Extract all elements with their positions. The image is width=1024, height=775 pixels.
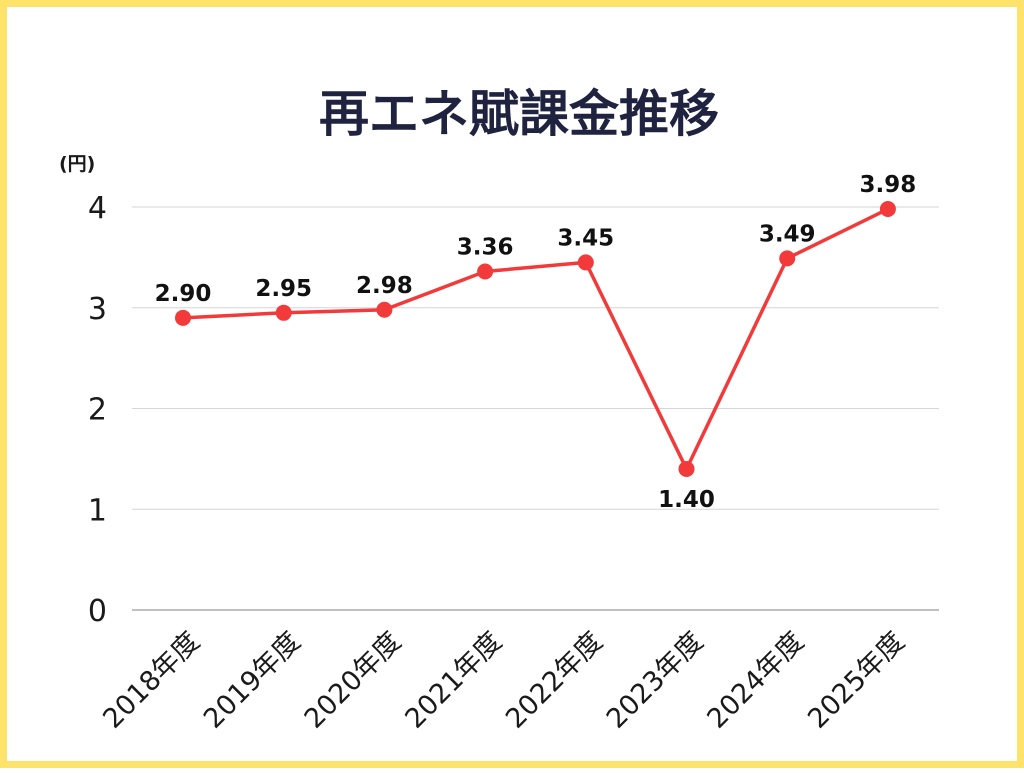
data-labels: 2.90 2.95 2.98 3.36 3.45 1.40 3.49 3.98: [155, 172, 917, 513]
x-tick-label: 2024年度: [701, 626, 810, 735]
data-label: 2.98: [356, 273, 413, 299]
data-point: [879, 201, 896, 218]
gridlines: [132, 206, 939, 611]
x-tick-label: 2022年度: [500, 626, 609, 735]
data-label: 2.90: [155, 281, 212, 307]
chart-title: 再エネ賦課金推移: [319, 85, 719, 143]
y-axis-ticks: 0 1 2 3 4: [88, 191, 107, 629]
x-tick-label: 2018年度: [97, 626, 206, 735]
y-tick-label: 4: [88, 191, 107, 226]
series-polyline: [182, 207, 889, 471]
x-tick-label: 2020年度: [299, 626, 408, 735]
series-line: [182, 207, 889, 471]
data-label: 3.49: [759, 221, 816, 247]
data-point: [477, 263, 494, 280]
data-point: [577, 254, 594, 271]
x-axis-ticks: 2018年度2019年度2020年度2021年度2022年度2023年度2024…: [97, 626, 911, 735]
data-point: [175, 309, 191, 326]
data-label: 3.36: [457, 234, 514, 260]
data-label: 3.98: [860, 172, 917, 198]
x-tick-label: 2023年度: [601, 626, 710, 735]
x-tick-label: 2021年度: [399, 626, 508, 735]
data-label: 3.45: [557, 225, 614, 251]
data-point: [275, 304, 292, 321]
x-tick-label: 2025年度: [802, 626, 911, 735]
data-point: [678, 460, 695, 477]
y-tick-label: 1: [88, 493, 107, 528]
y-tick-label: 2: [88, 393, 107, 428]
data-label: 2.95: [255, 276, 312, 302]
data-point: [376, 301, 393, 318]
data-point: [779, 250, 796, 267]
data-points: [175, 201, 896, 477]
data-label: 1.40: [658, 487, 715, 513]
y-axis-unit-label: (円): [59, 153, 95, 175]
x-tick-label: 2019年度: [198, 626, 307, 735]
y-tick-label: 3: [88, 292, 107, 327]
y-tick-label: 0: [88, 594, 107, 629]
